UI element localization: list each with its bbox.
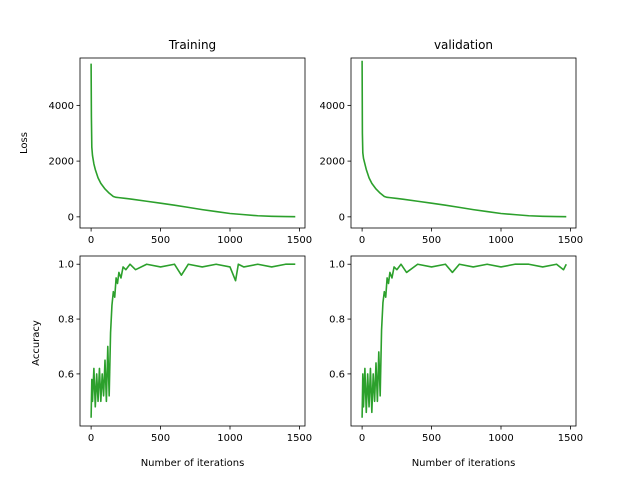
x-tick-label: 1000 xyxy=(217,235,242,246)
plot-area xyxy=(79,57,306,229)
x-tick-label: 500 xyxy=(422,433,441,444)
x-tick-label: 0 xyxy=(88,235,94,246)
y-tick-label: 0.8 xyxy=(329,315,345,326)
y-tick-label: 0.6 xyxy=(329,369,345,380)
x-tick-label: 0 xyxy=(359,433,365,444)
y-axis-label: Accuracy xyxy=(31,320,42,366)
plot-area xyxy=(350,255,577,427)
y-tick-label: 0 xyxy=(68,212,74,223)
y-tick-label: 1.0 xyxy=(58,260,74,271)
x-tick-label: 1500 xyxy=(287,433,312,444)
x-tick-label: 500 xyxy=(422,235,441,246)
x-tick-label: 1500 xyxy=(558,235,583,246)
x-tick-label: 1500 xyxy=(558,433,583,444)
y-tick-label: 4000 xyxy=(49,101,74,112)
plot-area xyxy=(79,255,306,427)
x-tick-label: 1000 xyxy=(488,235,513,246)
chart-validation-accuracy: Number of iterations 0 500 1000 1500 0.6 0.8 1… xyxy=(329,255,583,469)
chart-title: validation xyxy=(434,38,493,52)
series-line-0 xyxy=(361,60,567,218)
series-line-0 xyxy=(361,263,567,418)
x-tick-label: 500 xyxy=(151,433,170,444)
y-tick-label: 2000 xyxy=(320,157,345,168)
y-tick-label: 0.8 xyxy=(58,315,74,326)
y-tick-label: 0.6 xyxy=(58,369,74,380)
chart-training-accuracy: Accuracy Number of iterations 0 500 1000 15… xyxy=(31,255,312,469)
y-tick-label: 1.0 xyxy=(329,260,345,271)
y-tick-label: 2000 xyxy=(49,157,74,168)
x-tick-label: 1500 xyxy=(287,235,312,246)
chart-title: Training xyxy=(168,38,216,52)
plot-area xyxy=(350,57,577,229)
y-tick-label: 4000 xyxy=(320,101,345,112)
x-tick-label: 0 xyxy=(88,433,94,444)
series-line-0 xyxy=(90,263,296,418)
chart-training-loss: Training Loss 0 500 1000 1500 0 2000 4000 xyxy=(19,38,312,246)
x-axis-label: Number of iterations xyxy=(412,458,516,469)
series-line-0 xyxy=(90,63,296,218)
y-tick-label: 0 xyxy=(339,212,345,223)
x-tick-label: 1000 xyxy=(217,433,242,444)
chart-validation-loss: validation 0 500 1000 1500 0 2000 4000 xyxy=(320,38,584,246)
x-tick-label: 0 xyxy=(359,235,365,246)
x-axis-label: Number of iterations xyxy=(141,458,245,469)
x-tick-label: 500 xyxy=(151,235,170,246)
x-tick-label: 1000 xyxy=(488,433,513,444)
y-axis-label: Loss xyxy=(19,132,30,154)
